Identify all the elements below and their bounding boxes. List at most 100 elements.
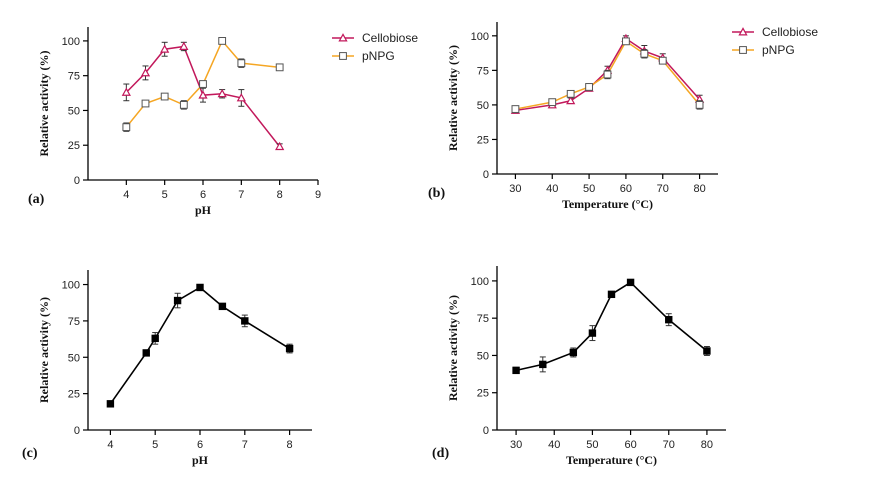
data-point: [658, 56, 667, 65]
data-point: [566, 89, 575, 98]
data-point: [665, 315, 673, 324]
data-point: [539, 360, 547, 369]
data-point: [196, 283, 204, 292]
data-point: [151, 334, 159, 343]
series-line: [109, 286, 291, 405]
x-tick-label: 6: [200, 189, 206, 201]
x-axis-title: Temperature (°C): [562, 197, 653, 211]
y-tick-label: 0: [483, 169, 489, 181]
data-point: [588, 329, 597, 337]
panel-label: (c): [22, 446, 38, 461]
y-axis-title: Relative activity (%): [37, 51, 51, 157]
data-point: [217, 88, 227, 98]
data-point: [622, 37, 630, 46]
x-tick-label: 80: [693, 183, 705, 195]
series-activity: [512, 278, 711, 375]
panel-label: (a): [28, 192, 45, 207]
data-point: [121, 87, 131, 96]
data-point: [179, 41, 189, 50]
legend-marker: [739, 46, 747, 54]
series-line: [515, 281, 708, 372]
x-tick-label: 70: [657, 183, 669, 195]
x-axis-title: Temperature (°C): [566, 453, 657, 467]
data-point: [160, 92, 169, 101]
y-tick-label: 0: [74, 425, 80, 437]
x-tick-label: 5: [162, 189, 168, 201]
legend-label: Cellobiose: [762, 25, 818, 39]
y-tick-label: 50: [68, 105, 80, 117]
y-tick-label: 25: [68, 140, 80, 152]
chart-panel-c: 0 25 50 75 100 4 5 6 7 8 pH Relative activity (%) (c…: [22, 270, 312, 467]
x-tick-label: 6: [197, 439, 203, 451]
chart-panel-b: 0 25 50 75 100 30 40 50 60 70 80 Temperature (°C) Re…: [428, 22, 818, 211]
y-axis-title: Relative activity (%): [446, 295, 460, 401]
legend-label: pNPG: [362, 49, 395, 63]
legend-label: Cellobiose: [362, 31, 418, 45]
y-tick-label: 75: [477, 313, 489, 325]
data-point: [218, 302, 227, 311]
x-tick-label: 60: [620, 183, 632, 195]
x-tick-label: 8: [287, 439, 293, 451]
y-tick-label: 100: [62, 280, 80, 292]
y-tick-label: 50: [68, 352, 80, 364]
data-point: [160, 44, 170, 53]
data-point: [695, 101, 704, 109]
x-tick-label: 60: [624, 439, 636, 451]
data-point: [626, 278, 635, 287]
legend-marker: [738, 27, 748, 36]
y-tick-label: 25: [68, 389, 80, 401]
legend: Cellobiose pNPG: [732, 25, 818, 57]
y-tick-label: 0: [483, 425, 489, 437]
series-activity: [106, 283, 294, 408]
panel-label: (b): [428, 186, 445, 201]
x-axis-title: pH: [192, 453, 209, 467]
data-point: [703, 347, 711, 355]
chart-panel-d: 0 25 50 75 100 30 40 50 60 70 80 Temperature (°C) Re…: [432, 266, 726, 467]
x-tick-label: 7: [242, 439, 248, 451]
data-point: [140, 68, 151, 77]
panel-label: (d): [432, 446, 449, 461]
data-point: [512, 366, 520, 375]
data-point: [548, 98, 557, 107]
y-axis-title: Relative activity (%): [37, 297, 51, 403]
y-tick-label: 75: [68, 316, 80, 328]
legend-label: pNPG: [762, 43, 795, 57]
data-point: [285, 344, 294, 353]
series-cellobiose: [121, 41, 285, 151]
legend-marker: [338, 33, 348, 42]
y-axis-title: Relative activity (%): [446, 45, 460, 151]
x-tick-label: 5: [152, 439, 158, 451]
chart-panel-a: 0 25 50 75 100 4 5 6 7 8 9 pH Relative activity (%) (…: [28, 27, 418, 217]
data-point: [640, 49, 649, 58]
x-tick-label: 30: [510, 439, 522, 451]
y-tick-label: 75: [477, 65, 489, 77]
x-tick-label: 50: [583, 183, 595, 195]
series-pnpg: [511, 37, 704, 113]
data-point: [141, 99, 150, 108]
y-tick-label: 75: [68, 71, 80, 83]
x-tick-label: 4: [107, 439, 113, 451]
data-point: [198, 90, 208, 99]
y-tick-label: 25: [477, 134, 489, 146]
data-point: [142, 349, 150, 357]
x-tick-label: 8: [277, 189, 283, 201]
x-tick-label: 7: [238, 189, 244, 201]
data-point: [275, 63, 284, 72]
legend: Cellobiose pNPG: [332, 31, 418, 63]
x-tick-label: 50: [586, 439, 598, 451]
y-tick-label: 0: [74, 175, 80, 187]
data-point: [106, 400, 115, 408]
legend-marker: [339, 52, 347, 60]
data-point: [566, 95, 576, 105]
series-pnpg: [122, 37, 284, 132]
data-point: [199, 80, 207, 88]
data-point: [569, 348, 578, 357]
x-tick-label: 80: [701, 439, 713, 451]
data-point: [585, 83, 593, 91]
y-tick-label: 25: [477, 388, 489, 400]
data-point: [607, 290, 616, 299]
data-point: [511, 105, 520, 113]
x-tick-label: 40: [546, 183, 558, 195]
data-point: [241, 317, 249, 325]
